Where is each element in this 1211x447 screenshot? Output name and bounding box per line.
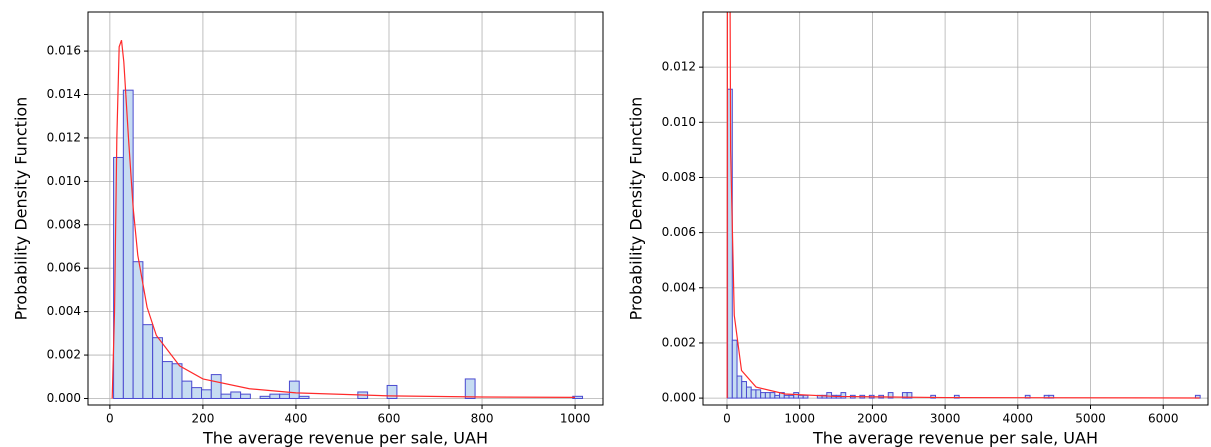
bar	[797, 394, 804, 399]
bar	[191, 387, 203, 399]
y-tick-label: 0.002	[662, 335, 696, 349]
axes: 0 200 400 600 800 1000 0.000 0.002 0.004 0.006 0.0…	[12, 11, 604, 447]
x-tick-label: 3000	[930, 412, 961, 426]
y-tick-label: 0.012	[662, 60, 696, 74]
bar	[727, 88, 733, 399]
x-tick-label: 6000	[1148, 412, 1179, 426]
bar	[142, 324, 154, 399]
bar	[731, 339, 738, 399]
bar	[161, 361, 173, 399]
bar	[774, 394, 781, 399]
fit-curve	[726, 12, 1200, 399]
bar	[769, 392, 776, 399]
y-tick-label: 0.010	[47, 174, 81, 188]
bar	[788, 394, 795, 399]
x-tick-label: 0	[723, 412, 731, 426]
bar	[181, 380, 193, 399]
y-tick-label: 0.010	[662, 115, 696, 129]
bar	[240, 393, 251, 399]
bar	[802, 394, 809, 399]
bar	[220, 393, 232, 399]
y-tick-label: 0.014	[47, 87, 81, 101]
y-tick-label: 0.000	[47, 391, 81, 405]
bar	[201, 389, 212, 399]
x-tick-label: 200	[191, 412, 214, 426]
y-tick-label: 0.008	[662, 170, 696, 184]
bar	[122, 89, 134, 399]
bar	[826, 392, 833, 399]
bar	[210, 374, 222, 399]
x-tick-label: 2000	[857, 412, 888, 426]
bar	[269, 393, 281, 399]
bar	[279, 393, 290, 399]
bar	[840, 392, 847, 399]
bar	[760, 392, 766, 399]
bar	[230, 391, 242, 399]
bar	[464, 378, 476, 399]
bar	[298, 395, 310, 399]
axes: 0 1000 2000 3000 4000 5000 6000 0.000 0.002 0.004…	[627, 11, 1209, 447]
y-axis-label: Probability Density Function	[627, 97, 646, 321]
x-axis-label: The average revenue per sale, UAH	[812, 429, 1098, 447]
bar	[930, 394, 937, 399]
y-tick-label: 0.000	[662, 391, 696, 405]
bar	[793, 392, 799, 399]
bar	[386, 384, 398, 399]
x-tick-label: 400	[285, 412, 308, 426]
y-tick-label: 0.004	[662, 280, 696, 294]
bar	[152, 337, 163, 399]
bar	[745, 386, 752, 399]
bar	[288, 380, 300, 399]
x-tick-label: 800	[471, 412, 494, 426]
bar	[764, 392, 771, 399]
bar	[906, 392, 913, 399]
y-tick-label: 0.006	[662, 225, 696, 239]
x-tick-label: 1000	[784, 412, 815, 426]
fit-curve	[111, 40, 576, 399]
bar	[741, 381, 747, 399]
x-tick-label: 0	[106, 412, 114, 426]
x-tick-label: 4000	[1003, 412, 1034, 426]
bar	[132, 261, 144, 399]
bars	[726, 12, 1201, 399]
x-axis-label: The average revenue per sale, UAH	[202, 429, 488, 447]
y-tick-label: 0.016	[47, 44, 81, 58]
bar	[171, 363, 183, 399]
bars	[111, 40, 584, 399]
bar	[750, 389, 757, 399]
x-tick-label: 1000	[560, 412, 591, 426]
bar	[755, 389, 762, 399]
y-tick-label: 0.002	[47, 348, 81, 362]
bar	[259, 395, 271, 399]
y-tick-label: 0.008	[47, 217, 81, 231]
axes-frame	[702, 11, 1209, 406]
bar	[783, 394, 790, 399]
axes-frame	[87, 11, 604, 406]
bar	[736, 375, 743, 399]
y-tick-label: 0.004	[47, 304, 81, 318]
bar	[887, 392, 894, 399]
x-tick-label: 600	[378, 412, 401, 426]
y-tick-label: 0.012	[47, 130, 81, 144]
y-tick-label: 0.006	[47, 261, 81, 275]
y-axis-label: Probability Density Function	[12, 97, 31, 321]
x-tick-label: 5000	[1075, 412, 1106, 426]
